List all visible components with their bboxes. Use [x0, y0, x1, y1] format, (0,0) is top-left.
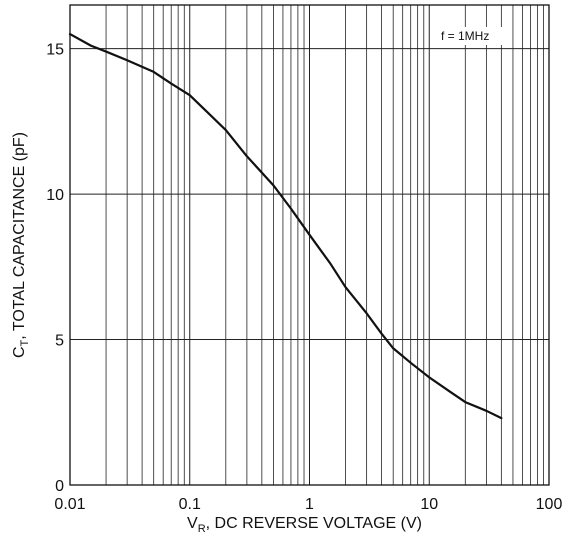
x-tick-label: 100 [536, 496, 563, 513]
y-axis-title-main: C [11, 346, 28, 358]
x-axis-title-sub: R [198, 523, 206, 535]
y-axis-title: CT, TOTAL CAPACITANCE (pF) [11, 132, 31, 358]
annotation-background [437, 27, 503, 45]
capacitance-series-line [68, 32, 503, 420]
y-tick-label: 5 [55, 333, 64, 350]
tick-labels: 0.01 0.1 1 10 100 0 5 10 15 [46, 42, 562, 513]
y-axis-title-rest: , TOTAL CAPACITANCE (pF) [11, 132, 28, 340]
y-tick-label: 0 [55, 478, 64, 495]
plot-frame [69, 4, 550, 486]
x-tick-label: 10 [420, 496, 438, 513]
frequency-annotation: f = 1MHz [441, 29, 489, 43]
y-tick-label: 15 [46, 42, 64, 59]
x-axis-title: VR, DC REVERSE VOLTAGE (V) [187, 515, 422, 535]
x-axis-title-main: V [187, 515, 198, 532]
x-axis-title-rest: , DC REVERSE VOLTAGE (V) [206, 515, 422, 532]
y-axis-title-sub: T [19, 339, 31, 346]
x-tick-label: 0.1 [179, 496, 201, 513]
x-tick-label: 0.01 [54, 496, 85, 513]
y-tick-label: 10 [46, 187, 64, 204]
grid-lines [69, 5, 549, 486]
x-tick-label: 1 [305, 496, 314, 513]
